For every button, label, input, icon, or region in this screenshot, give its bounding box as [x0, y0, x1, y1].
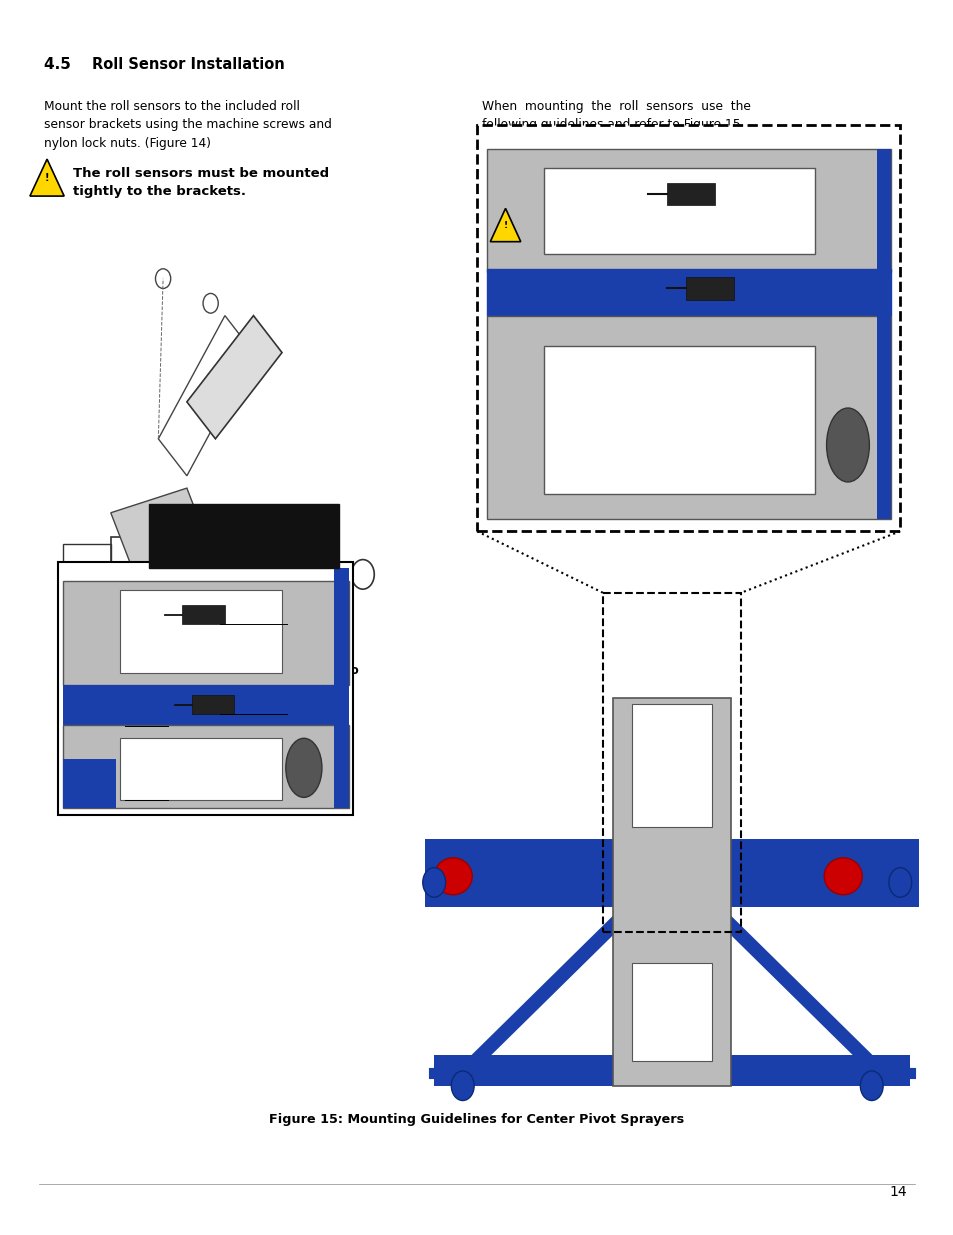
Bar: [486, 149, 890, 273]
Bar: [120, 590, 282, 673]
Text: Roll Sensor Installation: Roll Sensor Installation: [91, 57, 284, 72]
Bar: [543, 168, 814, 254]
Bar: [476, 125, 900, 531]
Bar: [282, 562, 348, 587]
Text: A: A: [292, 659, 302, 674]
Text: !: !: [503, 221, 507, 230]
Circle shape: [422, 868, 445, 897]
Bar: [111, 537, 282, 611]
Bar: [334, 568, 348, 809]
Ellipse shape: [286, 739, 321, 798]
Bar: [434, 1055, 909, 1086]
Circle shape: [451, 1071, 474, 1100]
Polygon shape: [30, 159, 64, 196]
Text: !: !: [45, 173, 50, 183]
Bar: [63, 725, 348, 809]
Text: Distance A cannot be more than 12".: Distance A cannot be more than 12".: [534, 219, 818, 232]
Bar: [612, 698, 731, 1086]
Text: b)  The  roll  sensors  must  not  be  mounted
     below the pivot point.: b) The roll sensors must not be mounted …: [481, 270, 759, 301]
Bar: [543, 346, 814, 494]
Ellipse shape: [434, 858, 472, 894]
Text: The roll sensors must be mounted
tightly to the brackets.: The roll sensors must be mounted tightly…: [72, 167, 329, 198]
Bar: [424, 840, 919, 906]
Bar: [63, 543, 111, 562]
Polygon shape: [111, 488, 215, 587]
Text: When  mounting  the  roll  sensors  use  the
following guidelines and refer to F: When mounting the roll sensors use the f…: [481, 100, 750, 131]
Bar: [486, 269, 890, 316]
Bar: [192, 695, 234, 714]
Circle shape: [860, 1071, 882, 1100]
Bar: [666, 183, 714, 205]
Text: Figure 14: Mounting the Roll Sensor to
the Roll Sensor Mounting Bracket: Figure 14: Mounting the Roll Sensor to t…: [101, 664, 358, 694]
Text: Mount the roll sensors to the included roll
sensor brackets using the machine sc: Mount the roll sensors to the included r…: [44, 100, 332, 149]
Bar: [486, 316, 890, 519]
Bar: [602, 593, 740, 931]
Text: B: B: [122, 756, 132, 769]
Text: 14: 14: [888, 1186, 906, 1199]
Text: c)  Ensure the roll sensors are sitting relatively
     level when the sprayer c: c) Ensure the roll sensors are sitting r…: [481, 316, 779, 366]
Ellipse shape: [825, 408, 868, 482]
Bar: [182, 605, 225, 624]
Bar: [120, 739, 282, 800]
Bar: [876, 149, 890, 519]
Polygon shape: [490, 209, 520, 242]
FancyBboxPatch shape: [58, 562, 353, 815]
Bar: [63, 760, 115, 809]
Text: a)  The smaller the distance between A and B
     in Figure 15, the better the p: a) The smaller the distance between A an…: [481, 152, 761, 201]
Polygon shape: [187, 316, 282, 438]
Text: 4.5: 4.5: [44, 57, 87, 72]
Text: d)  Both roll sensors must be mounted with the
     circular  AMP  connector  fa: d) Both roll sensors must be mounted wit…: [481, 380, 779, 450]
Bar: [631, 962, 712, 1061]
Bar: [685, 278, 733, 300]
Bar: [631, 704, 712, 827]
Ellipse shape: [823, 858, 862, 894]
Bar: [149, 504, 338, 568]
Text: Connectors towards
Right-hand Wing →: Connectors towards Right-hand Wing →: [187, 525, 300, 547]
Bar: [63, 685, 348, 725]
Circle shape: [888, 868, 911, 897]
Text: Figure 15: Mounting Guidelines for Center Pivot Sprayers: Figure 15: Mounting Guidelines for Cente…: [269, 1113, 684, 1126]
Bar: [63, 580, 111, 599]
Bar: [63, 580, 348, 685]
